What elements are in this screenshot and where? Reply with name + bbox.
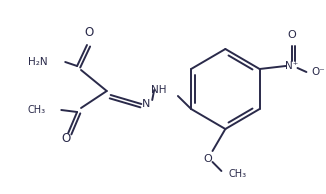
Text: CH₃: CH₃ [27, 105, 45, 115]
Text: H₂N: H₂N [28, 57, 48, 67]
Text: O: O [287, 30, 296, 40]
Text: CH₃: CH₃ [228, 169, 246, 179]
Text: O⁻: O⁻ [311, 67, 325, 77]
Text: O: O [203, 154, 212, 164]
Text: N⁺: N⁺ [285, 61, 298, 71]
Text: O: O [84, 27, 94, 40]
Text: NH: NH [151, 85, 166, 95]
Text: N: N [142, 99, 151, 109]
Text: O: O [62, 133, 71, 146]
